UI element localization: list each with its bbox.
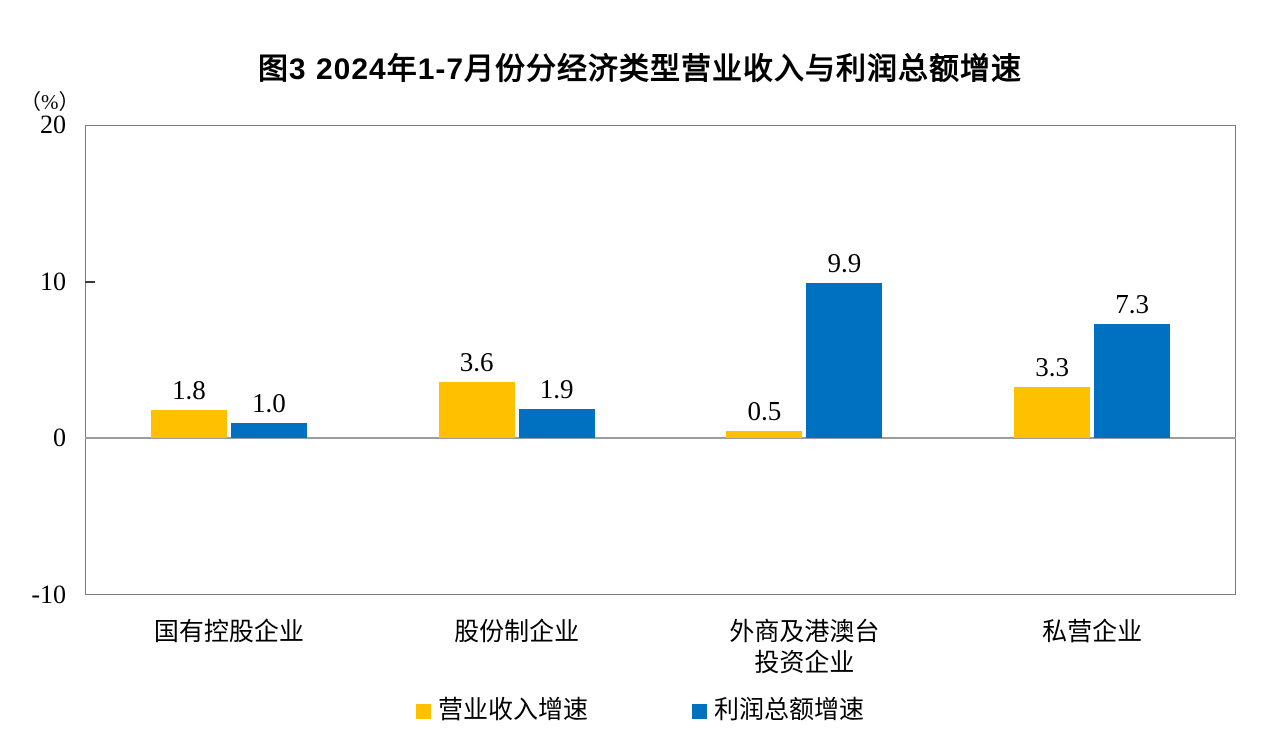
x-axis-category-label: 股份制企业: [454, 619, 580, 646]
zero-gridline: [85, 437, 1236, 440]
plot-area: [85, 125, 1236, 595]
y-axis-tick-label: 0: [53, 423, 66, 453]
bar-profit-growth: [518, 408, 595, 439]
x-axis-category-label: 国有控股企业: [153, 619, 304, 646]
y-axis-unit-label: （%）: [20, 90, 80, 114]
bar-value-label: 3.6: [459, 346, 494, 377]
bar-revenue-growth: [150, 410, 227, 439]
bar-value-label: 7.3: [1115, 288, 1149, 319]
legend-swatch-profit-growth: [692, 703, 707, 719]
bar-value-label: 1.9: [539, 373, 574, 404]
bar-profit-growth: [1094, 323, 1171, 439]
legend-item-profit-growth: 利润总额增速: [692, 698, 864, 724]
bar-value-label: 3.3: [1035, 351, 1069, 382]
bar-revenue-growth: [438, 381, 515, 439]
bar-profit-growth: [230, 422, 307, 439]
bar-revenue-growth: [726, 430, 803, 439]
y-axis-tick-label: 10: [40, 266, 66, 296]
chart-title: 图3 2024年1-7月份分经济类型营业收入与利润总额增速: [257, 53, 1023, 86]
y-axis-tick-label: -10: [31, 580, 66, 609]
legend-item-revenue-growth: 营业收入增速: [415, 697, 588, 724]
bar-value-label: 1.0: [252, 387, 286, 418]
x-axis-category-label: 外商及港澳台 投资企业: [729, 619, 880, 677]
bar-value-label: 9.9: [827, 248, 862, 279]
x-axis-category-label: 私营企业: [1042, 619, 1143, 646]
legend-label-profit-growth: 利润总额增速: [714, 697, 865, 724]
bar-profit-growth: [806, 283, 883, 439]
bar-value-label: 1.8: [172, 375, 206, 406]
legend: 营业收入增速 利润总额增速: [0, 698, 1280, 724]
bar-value-label: 0.5: [747, 395, 782, 426]
legend-swatch-revenue-growth: [415, 703, 431, 719]
legend-label-revenue-growth: 营业收入增速: [437, 697, 588, 724]
y-axis-tick-label: 20: [40, 110, 66, 139]
bar-revenue-growth: [1014, 386, 1091, 439]
y-axis-tick-mark: [85, 280, 95, 283]
